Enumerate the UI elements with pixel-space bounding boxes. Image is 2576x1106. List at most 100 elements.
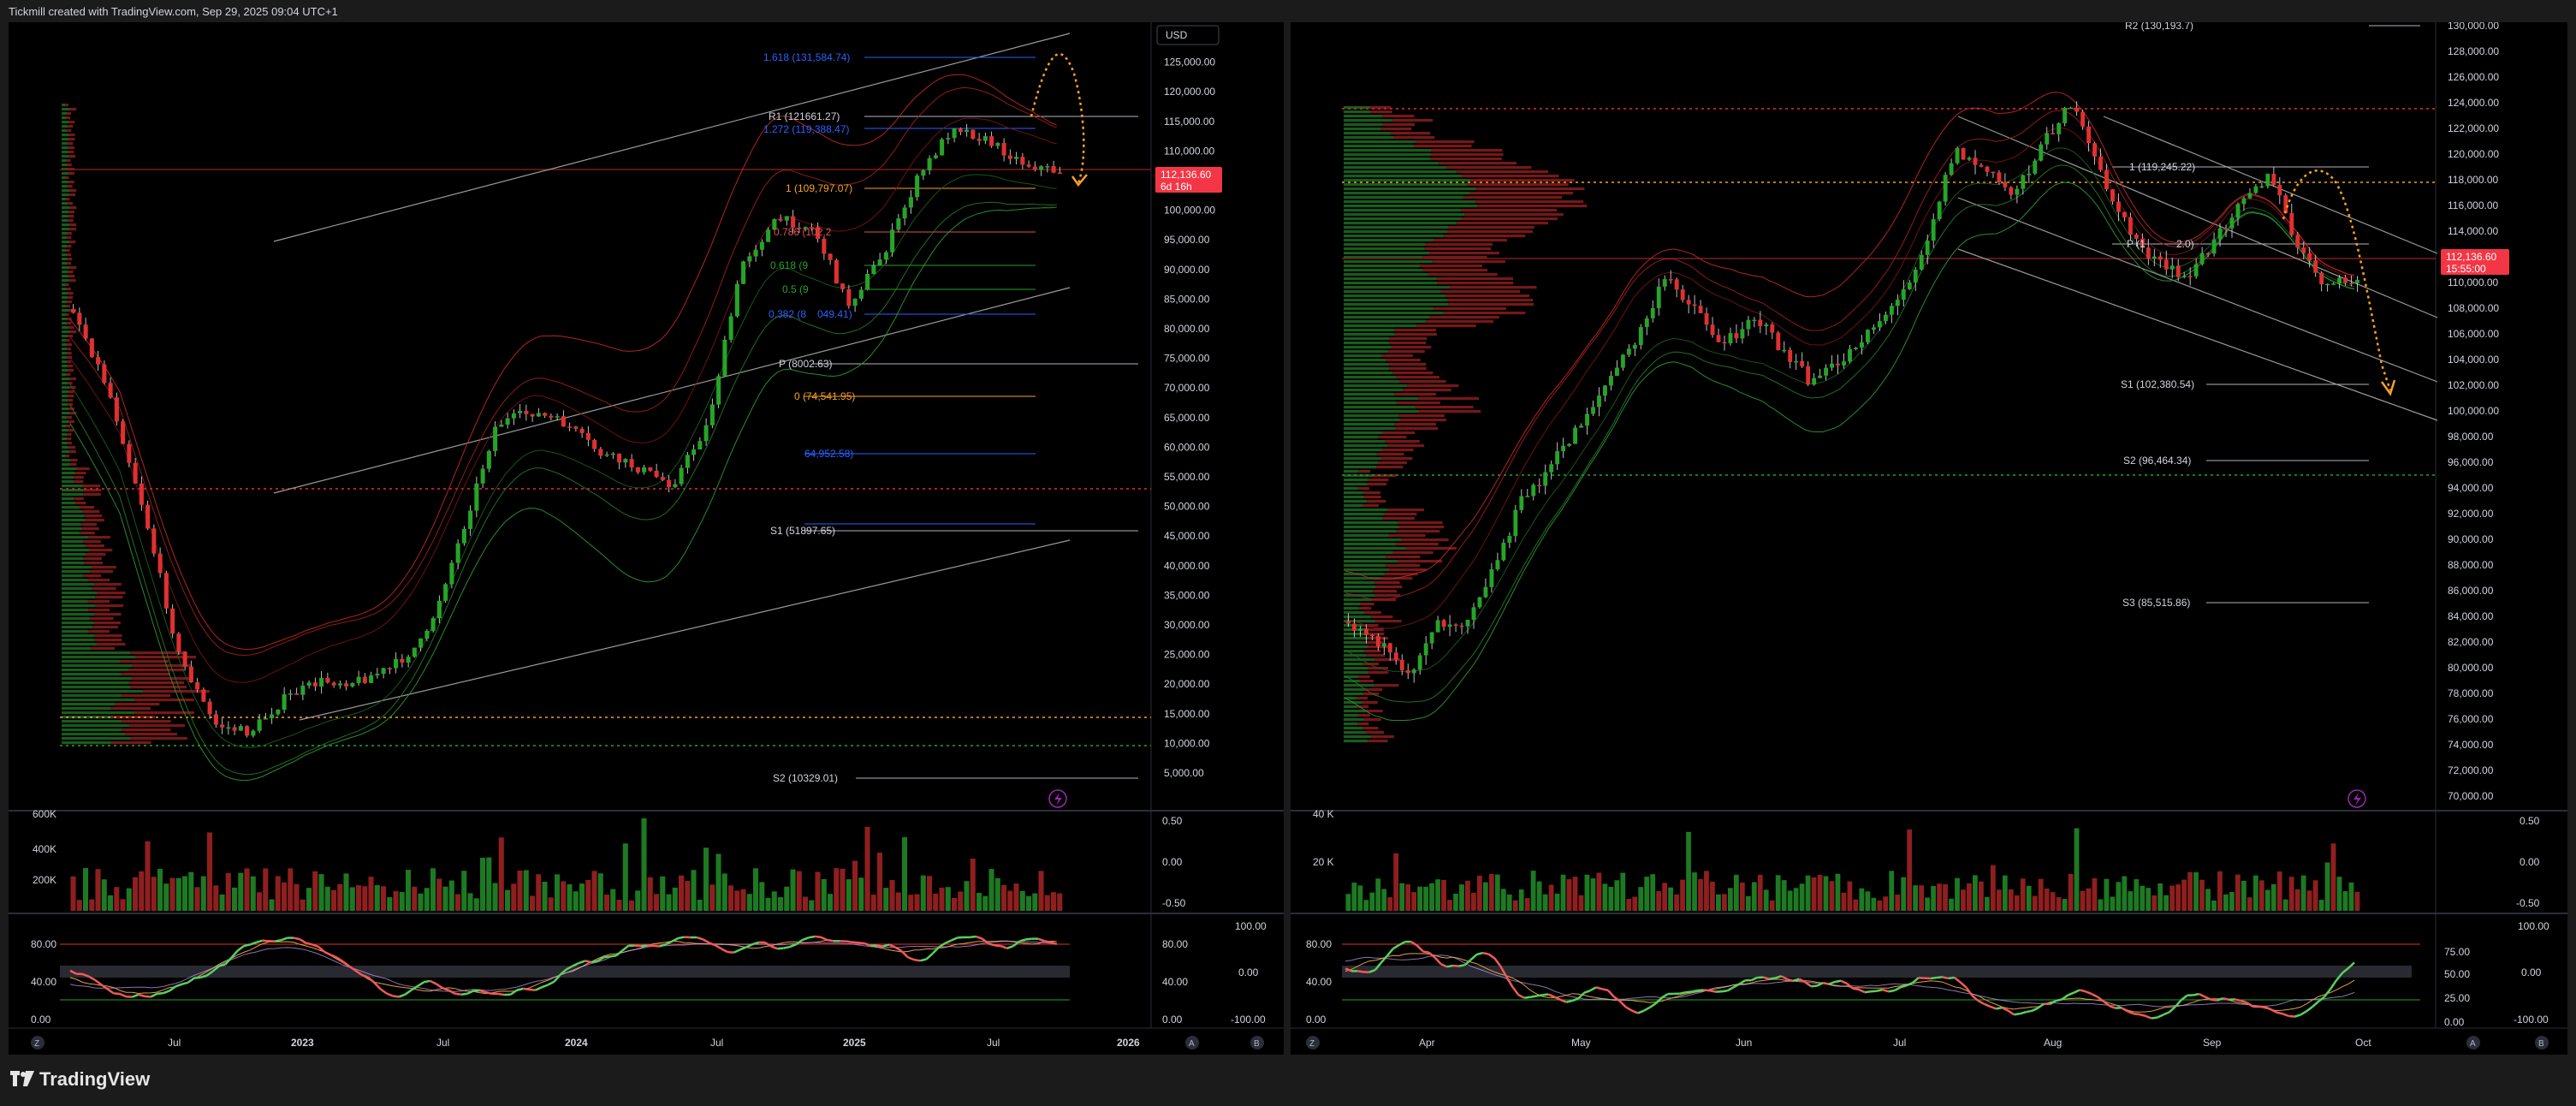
volume-bar: [2318, 900, 2324, 911]
stoch-k-segment: [329, 954, 338, 959]
left-chart-panel[interactable]: 1.618 (131,584.74) R1 (121661.27) 1.272 …: [9, 22, 1284, 1055]
volume-bar: [1038, 871, 1044, 911]
stoch-k-segment: [2318, 996, 2325, 1002]
candle-body: [387, 668, 392, 669]
profile-bar-down: [131, 677, 189, 681]
label-r1: R1 (121661.27): [769, 110, 840, 122]
volume-bar: [486, 857, 492, 911]
candle-body: [1352, 623, 1356, 631]
auto-scale-button[interactable]: [1185, 1036, 1199, 1050]
candle-body: [1865, 330, 1870, 342]
candle-body: [213, 714, 218, 725]
profile-bar-down: [1433, 239, 1508, 242]
profile-bar-up: [1344, 466, 1377, 469]
macd-axis-label: 0.00: [1238, 966, 1259, 978]
volume-bar: [157, 869, 163, 911]
profile-bar-up: [62, 369, 68, 372]
right-chart-canvas[interactable]: R2 (130,193.7) 1 (119,245.22) P (1 2.0) …: [1291, 22, 2567, 1055]
stoch-k-segment: [323, 950, 332, 956]
volume-bar: [2187, 871, 2193, 911]
volume-bar: [1013, 883, 1019, 911]
volume-bar: [288, 868, 294, 911]
volume-bar: [1895, 895, 1901, 911]
price-axis-label: 75,000.00: [1164, 353, 1210, 365]
stoch-k-segment: [572, 961, 580, 967]
candle-body: [306, 682, 312, 687]
profile-bar-down: [128, 669, 185, 672]
volume-bar: [902, 836, 908, 911]
candle-body: [2313, 260, 2318, 273]
candle-body: [691, 449, 697, 455]
stoch-k-segment: [603, 955, 610, 959]
zoom-button[interactable]: [1306, 1036, 1320, 1050]
profile-bar-down: [125, 733, 177, 736]
lightning-icon[interactable]: [1048, 789, 1067, 808]
price-axis-label: 90,000.00: [2448, 533, 2494, 545]
candle-body: [2283, 195, 2288, 213]
volume-bar: [2199, 879, 2205, 911]
candle-body: [2265, 174, 2270, 187]
band-upper-line: [1344, 127, 2355, 629]
volume-histogram: [1345, 828, 2360, 911]
auto-scale-button[interactable]: [2466, 1036, 2480, 1050]
volume-bar: [530, 895, 536, 911]
price-axis-label: 84,000.00: [2448, 610, 2494, 622]
tradingview-logo-icon[interactable]: [10, 1071, 36, 1086]
stoch-k-segment: [2211, 998, 2217, 1002]
brand-name[interactable]: TradingView: [39, 1068, 151, 1090]
volume-bar: [2342, 891, 2348, 911]
label-r2: R2 (130,193.7): [2125, 22, 2193, 32]
candle-body: [461, 528, 466, 544]
log-scale-button[interactable]: [2535, 1036, 2549, 1050]
volume-bar: [2312, 880, 2318, 911]
candle-body: [2134, 235, 2139, 239]
stoch-k-segment: [516, 987, 524, 991]
price-axis[interactable]: 130,000.00125,000.00120,000.00115,000.00…: [1164, 27, 1215, 779]
volume-bar: [1632, 896, 1638, 911]
profile-bar-up: [62, 442, 68, 445]
profile-bar-up: [1344, 521, 1398, 525]
time-axis-label: Jul: [168, 1037, 181, 1049]
volume-bar: [778, 897, 784, 911]
candle-body: [1919, 254, 1924, 271]
profile-bar-down: [69, 223, 77, 227]
currency-button[interactable]: [1156, 25, 1220, 45]
profile-bar-up: [1344, 590, 1374, 593]
volume-bar: [2086, 888, 2092, 911]
volume-bar: [728, 885, 734, 911]
volume-bar: [1710, 881, 1715, 911]
volume-bar: [895, 892, 901, 911]
candle-body: [2086, 126, 2092, 144]
stoch-k-segment: [864, 942, 871, 947]
profile-bar-up: [1344, 205, 1478, 208]
candle-body: [1579, 425, 1584, 428]
volume-bar: [2264, 889, 2270, 911]
profile-bar-up: [62, 583, 95, 586]
volume-bar: [1769, 900, 1775, 911]
profile-bar-up: [62, 339, 67, 342]
left-chart-canvas[interactable]: 1.618 (131,584.74) R1 (121661.27) 1.272 …: [9, 22, 1284, 1055]
volume-bar: [840, 868, 846, 911]
profile-bar-down: [1363, 650, 1381, 653]
profile-bar-down: [1356, 697, 1368, 700]
log-scale-button[interactable]: [1250, 1036, 1264, 1050]
candle-body: [1698, 306, 1703, 313]
price-axis[interactable]: 130,000.00128,000.00126,000.00124,000.00…: [2448, 22, 2499, 802]
profile-bar-up: [62, 420, 69, 424]
profile-bar-down: [82, 510, 100, 514]
stoch-k-segment: [715, 944, 722, 950]
candle-body: [89, 338, 94, 358]
profile-bar-up: [62, 429, 68, 432]
right-chart-panel[interactable]: R2 (130,193.7) 1 (119,245.22) P (1 2.0) …: [1291, 22, 2567, 1055]
lightning-icon[interactable]: [2347, 789, 2366, 808]
last-price-value: 112,136.60: [2446, 251, 2496, 263]
profile-bar-down: [1358, 470, 1371, 473]
stoch-k-segment: [1601, 988, 1609, 992]
volume-bar: [889, 880, 895, 911]
profile-bar-up: [62, 579, 88, 582]
zoom-button[interactable]: [31, 1036, 45, 1050]
profile-bar-up: [62, 116, 67, 120]
profile-bar-down: [68, 271, 74, 274]
volume-bar: [1518, 889, 1524, 911]
profile-bar-up: [1344, 170, 1457, 174]
